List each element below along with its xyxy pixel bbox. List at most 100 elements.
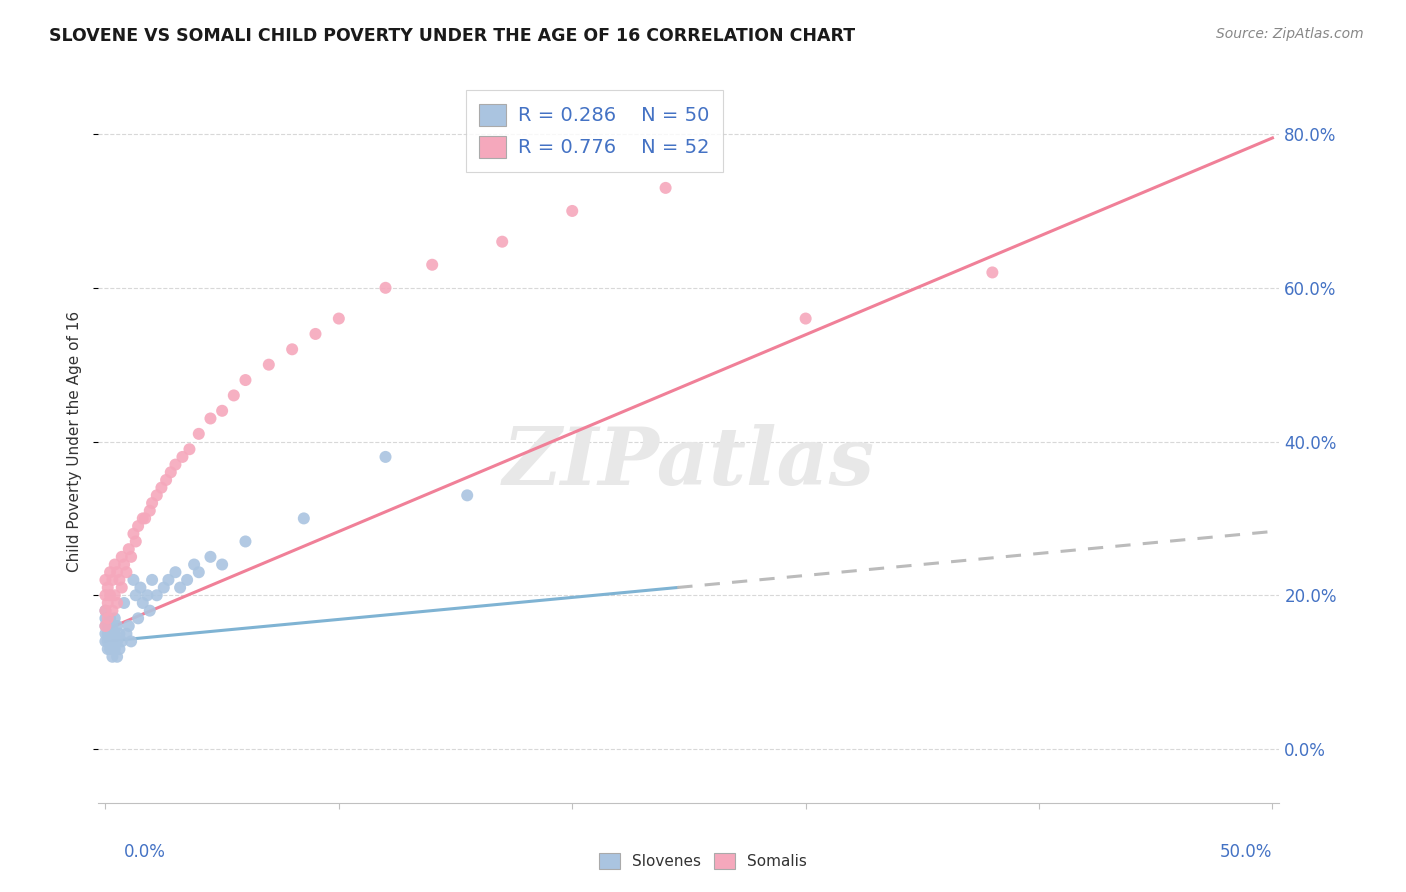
Point <box>122 573 145 587</box>
Point <box>456 488 478 502</box>
Point <box>141 573 163 587</box>
Point <box>108 573 131 587</box>
Point <box>115 626 138 640</box>
Text: 50.0%: 50.0% <box>1220 843 1272 861</box>
Point <box>101 573 124 587</box>
Text: 0.0%: 0.0% <box>124 843 166 861</box>
Point <box>292 511 315 525</box>
Point <box>94 634 117 648</box>
Point <box>94 611 117 625</box>
Point <box>222 388 245 402</box>
Point <box>179 442 201 457</box>
Point <box>561 203 583 218</box>
Point <box>105 634 128 648</box>
Point <box>97 611 120 625</box>
Point <box>125 588 148 602</box>
Text: Source: ZipAtlas.com: Source: ZipAtlas.com <box>1216 27 1364 41</box>
Point <box>129 581 152 595</box>
Point <box>235 534 257 549</box>
Legend: R = 0.286    N = 50, R = 0.776    N = 52: R = 0.286 N = 50, R = 0.776 N = 52 <box>465 90 723 172</box>
Point <box>94 626 117 640</box>
Point <box>97 634 120 648</box>
Point <box>111 549 134 564</box>
Point <box>187 565 209 579</box>
Point <box>132 511 155 525</box>
Point <box>152 581 174 595</box>
Point <box>136 588 159 602</box>
Point <box>97 596 120 610</box>
Point <box>118 542 141 557</box>
Point <box>141 496 163 510</box>
Point <box>101 634 124 648</box>
Point <box>105 649 128 664</box>
Point <box>115 565 138 579</box>
Point <box>183 558 205 572</box>
Point <box>94 604 117 618</box>
Point <box>94 619 117 633</box>
Point <box>139 604 162 618</box>
Point <box>155 473 177 487</box>
Point <box>101 619 124 633</box>
Point <box>257 358 280 372</box>
Point <box>374 281 396 295</box>
Point <box>132 596 155 610</box>
Point <box>146 488 169 502</box>
Point <box>122 526 145 541</box>
Point <box>97 626 120 640</box>
Point <box>112 596 135 610</box>
Point <box>120 634 142 648</box>
Point <box>94 588 117 602</box>
Point <box>105 565 128 579</box>
Point <box>97 581 120 595</box>
Point <box>211 404 233 418</box>
Point <box>97 642 120 657</box>
Text: SLOVENE VS SOMALI CHILD POVERTY UNDER THE AGE OF 16 CORRELATION CHART: SLOVENE VS SOMALI CHILD POVERTY UNDER TH… <box>49 27 855 45</box>
Point <box>981 265 1004 279</box>
Point <box>104 611 127 625</box>
Point <box>105 619 128 633</box>
Point <box>374 450 396 464</box>
Point <box>172 450 194 464</box>
Point <box>200 411 222 425</box>
Point <box>108 626 131 640</box>
Point <box>98 588 121 602</box>
Point <box>97 619 120 633</box>
Point <box>491 235 513 249</box>
Point <box>101 649 124 664</box>
Point <box>98 611 121 625</box>
Point <box>235 373 257 387</box>
Point <box>101 604 124 618</box>
Point <box>111 634 134 648</box>
Point <box>98 565 121 579</box>
Point <box>94 619 117 633</box>
Point <box>150 481 173 495</box>
Point <box>165 565 187 579</box>
Point <box>120 549 142 564</box>
Point <box>304 326 326 341</box>
Point <box>157 573 180 587</box>
Point <box>211 558 233 572</box>
Point <box>328 311 350 326</box>
Point <box>104 588 127 602</box>
Point <box>139 504 162 518</box>
Point <box>281 343 304 357</box>
Point <box>108 642 131 657</box>
Point <box>187 426 209 441</box>
Point <box>104 642 127 657</box>
Point <box>98 626 121 640</box>
Point <box>125 534 148 549</box>
Y-axis label: Child Poverty Under the Age of 16: Child Poverty Under the Age of 16 <box>67 311 83 572</box>
Legend: Slovenes, Somalis: Slovenes, Somalis <box>593 847 813 875</box>
Point <box>159 465 181 479</box>
Point <box>98 642 121 657</box>
Point <box>127 611 149 625</box>
Point <box>169 581 191 595</box>
Point <box>420 258 443 272</box>
Point <box>165 458 187 472</box>
Point <box>118 619 141 633</box>
Point <box>112 558 135 572</box>
Point <box>134 511 156 525</box>
Point <box>94 573 117 587</box>
Point <box>104 558 127 572</box>
Point <box>200 549 222 564</box>
